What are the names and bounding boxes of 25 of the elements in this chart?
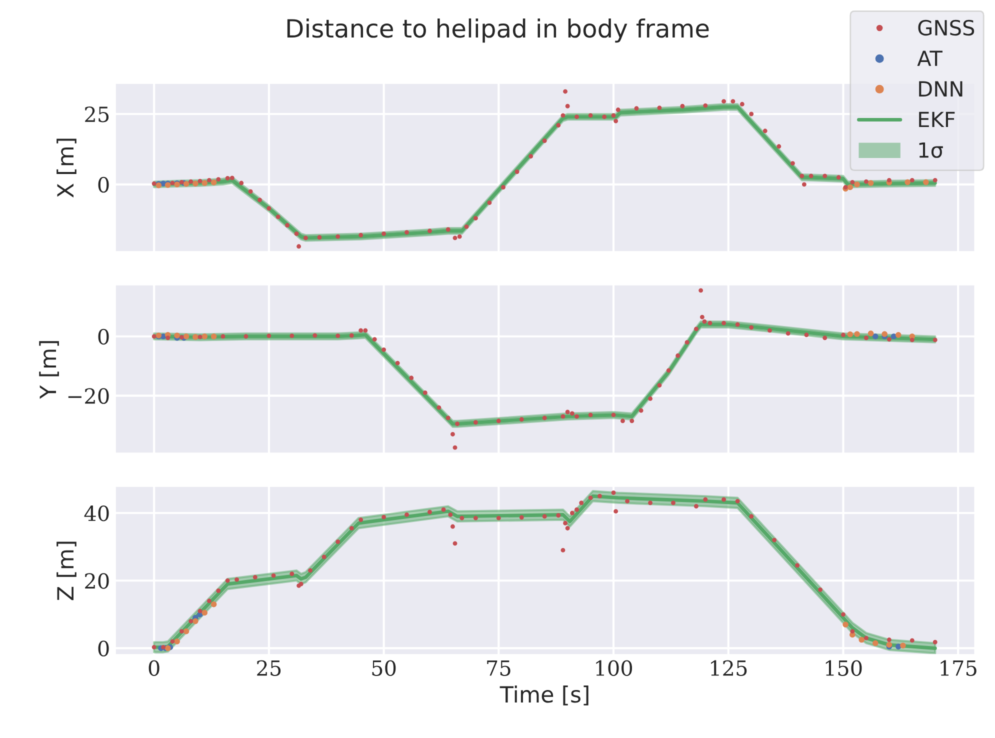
x-tick-label: 150: [826, 660, 862, 676]
y-tick-label: 40: [84, 505, 109, 522]
y-tick-label: 0: [98, 176, 109, 193]
x-tick-label: 0: [148, 660, 160, 676]
x-tick-label: 100: [596, 660, 632, 676]
legend-label: AT: [917, 50, 942, 66]
chart-title: Distance to helipad in body frame: [287, 18, 709, 43]
x-tick-label: 50: [372, 660, 396, 676]
annotation: 1σ: [919, 142, 943, 158]
y-axis-title: Z [m]: [56, 542, 76, 600]
x-tick-label: 175: [940, 660, 976, 676]
y-tick-label: 0: [98, 640, 109, 656]
y-axis-title: X [m]: [56, 138, 76, 198]
x-tick-label: 125: [711, 660, 747, 676]
legend-label: DNN: [919, 81, 962, 96]
y-axis-title: Y [m]: [39, 341, 59, 399]
legend-label: EKF: [919, 112, 955, 128]
x-tick-label: 75: [487, 660, 510, 676]
y-tick-label: 20: [85, 573, 109, 589]
x-tick-label: 25: [257, 660, 281, 676]
legend-label: GNSS: [918, 20, 974, 36]
x-axis-title: Time [s]: [500, 686, 588, 706]
y-tick-label: −20: [68, 388, 109, 404]
y-tick-label: 25: [85, 106, 109, 122]
y-tick-label: 0: [98, 328, 109, 345]
